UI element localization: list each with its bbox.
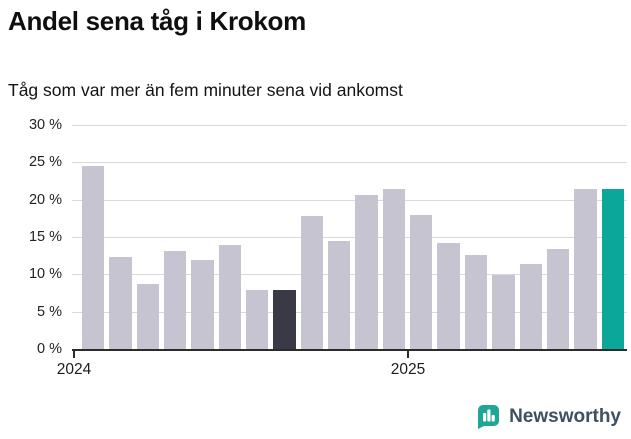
bar-2025-04 xyxy=(492,274,515,350)
gridline xyxy=(72,162,627,164)
gridline xyxy=(72,237,627,238)
gridline xyxy=(72,125,627,126)
bar-2024-06 xyxy=(218,244,242,350)
bar-2024-07 xyxy=(246,290,269,350)
y-tick-label: 0 % xyxy=(37,341,62,357)
bar-2025-07 xyxy=(574,188,597,350)
bar-chart: 2024 2025 0 % 5 % 10 % 15 % 20 % 25 % 30 % xyxy=(0,117,631,396)
y-tick-label: 20 % xyxy=(28,191,62,208)
bar-2024-02 xyxy=(109,257,132,350)
bar-2024-03 xyxy=(136,283,160,350)
chart-subtitle: Tåg som var mer än fem minuter sena vid … xyxy=(8,80,403,100)
bar-2024-08 xyxy=(273,289,296,350)
bars-container xyxy=(82,126,624,350)
chart-title: Andel sena tåg i Krokom xyxy=(8,6,306,36)
y-tick-label: 15 % xyxy=(28,229,62,245)
bar-2024-12 xyxy=(382,188,406,350)
bar-2024-01 xyxy=(82,165,105,350)
gridline xyxy=(72,199,627,201)
y-tick-label: 5 % xyxy=(37,303,62,320)
y-tick-label: 10 % xyxy=(28,266,62,283)
bar-2024-11 xyxy=(355,194,378,350)
x-axis-line xyxy=(72,349,627,351)
bar-2025-08 xyxy=(601,189,624,350)
y-tick-label: 25 % xyxy=(28,154,62,171)
x-tick-label: 2024 xyxy=(56,361,92,378)
bar-2025-01 xyxy=(410,214,433,350)
bar-2024-04 xyxy=(164,251,187,350)
brand-name: Newsworthy xyxy=(509,405,621,427)
x-tick-label: 2025 xyxy=(390,361,426,378)
brand-footer: Newsworthy xyxy=(475,403,621,430)
bar-2025-03 xyxy=(464,255,488,350)
bar-2025-06 xyxy=(546,249,570,350)
bar-2025-05 xyxy=(519,264,542,350)
x-axis: 2024 2025 xyxy=(57,350,627,394)
bar-2024-10 xyxy=(328,241,351,350)
y-tick-label: 30 % xyxy=(28,117,62,133)
bar-2025-02 xyxy=(437,243,460,350)
x-tick xyxy=(73,351,75,358)
newsworthy-logo-icon xyxy=(475,403,502,430)
bar-2024-05 xyxy=(191,260,214,350)
bar-2024-09 xyxy=(300,215,324,350)
x-tick xyxy=(407,351,409,358)
plot-area: 2024 2025 0 % 5 % 10 % 15 % 20 % 25 % 30 % xyxy=(29,117,627,378)
